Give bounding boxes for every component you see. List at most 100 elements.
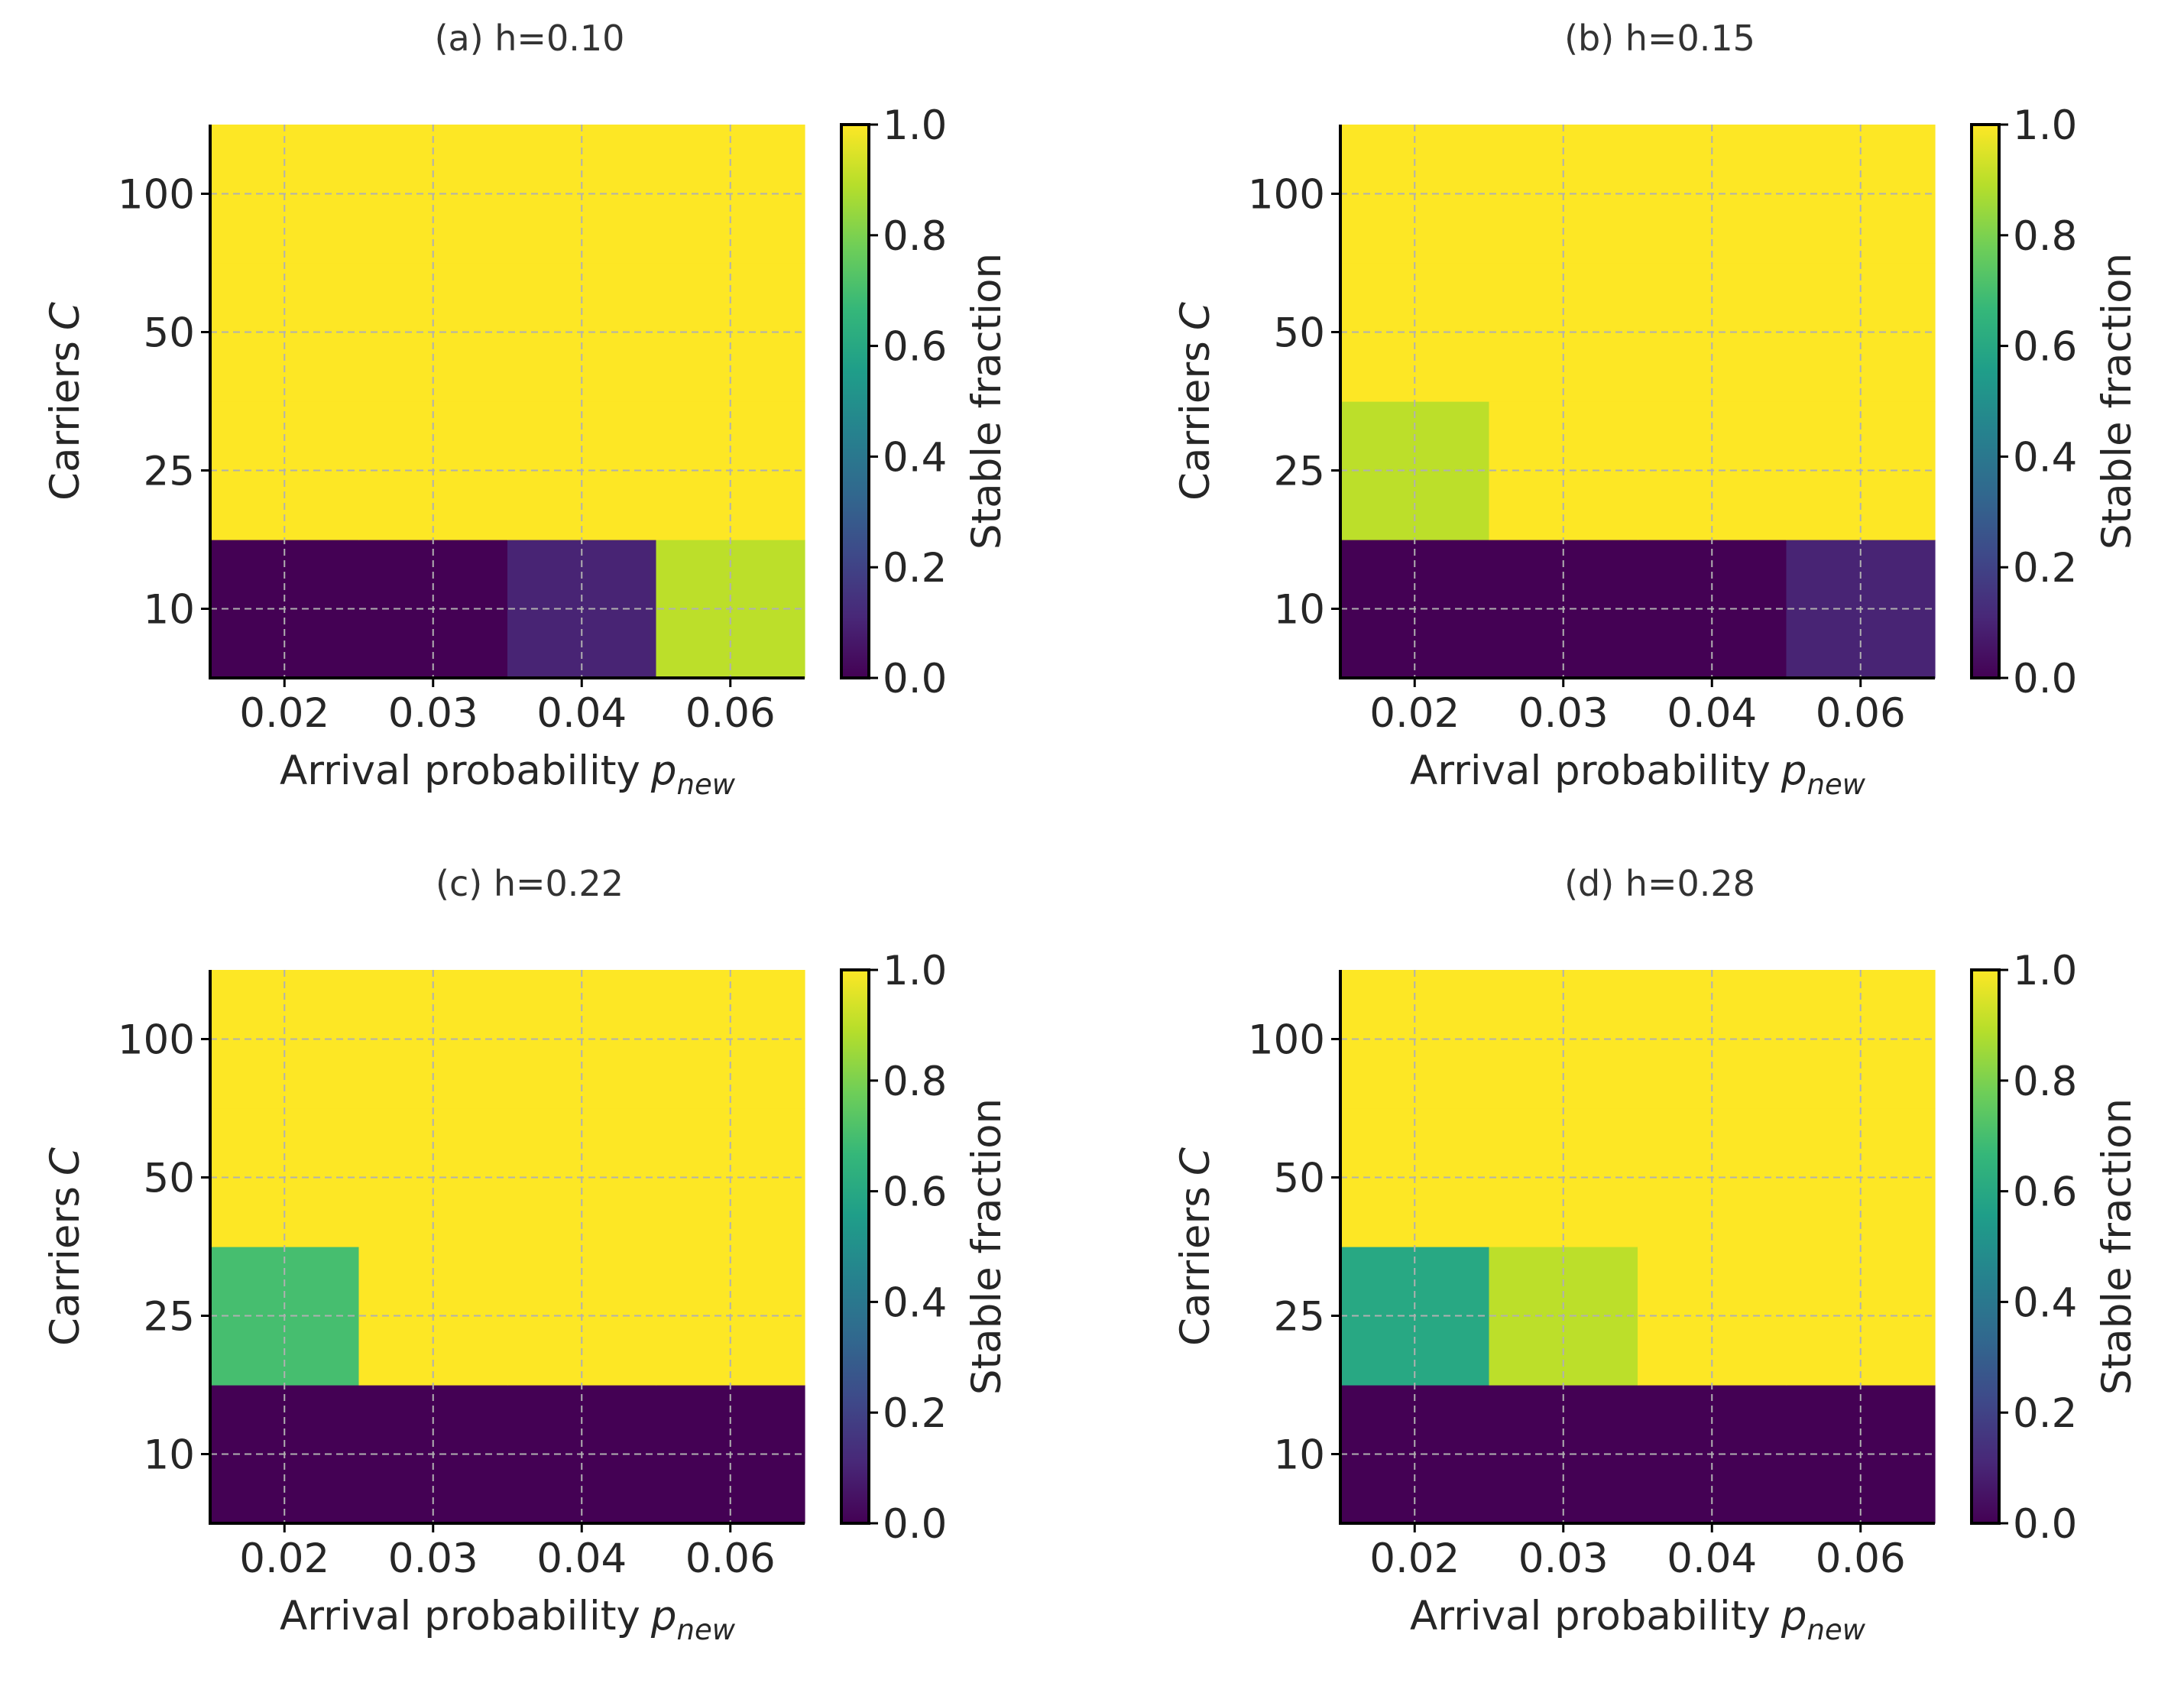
y-tick-label: 10 — [1274, 1432, 1325, 1479]
panel-4: (d) h=0.28 0.02 0.03 0.04 0.06 10 25 50 100 Arriv… — [1172, 863, 2140, 1646]
y-axis-label-text: Carriers — [42, 341, 89, 501]
x-tick-label: 0.03 — [1518, 690, 1609, 737]
x-tick-label: 0.02 — [1369, 690, 1460, 737]
x-tick-label: 0.06 — [685, 1535, 776, 1582]
colorbar-tick-label: 0.8 — [2013, 213, 2077, 260]
y-tick-label: 50 — [144, 1156, 195, 1202]
colorbar-label: Stable fraction — [2094, 253, 2140, 550]
colorbar — [840, 968, 870, 1525]
x-axis-label: Arrival probability pnew — [280, 1593, 736, 1646]
y-axis-label: Carriers C — [1172, 1147, 1219, 1346]
x-axis-label: Arrival probability pnew — [1410, 1593, 1866, 1646]
colorbar-label: Stable fraction — [2094, 1098, 2140, 1395]
colorbar-tick-label: 0.0 — [2013, 1501, 2077, 1548]
colorbar-tick-label: 0.2 — [2013, 1390, 2077, 1437]
colorbar-tick-label: 0.2 — [883, 545, 947, 592]
y-axis-label: Carriers C — [1172, 302, 1219, 501]
panel-title: (d) h=0.28 — [1564, 863, 1755, 904]
y-tick-label: 10 — [144, 1432, 195, 1479]
y-tick-label: 25 — [1274, 449, 1325, 495]
colorbar-label: Stable fraction — [964, 253, 1010, 550]
y-axis-label-text: Carriers — [42, 1186, 89, 1346]
colorbar-tick-label: 0.6 — [883, 1169, 947, 1216]
colorbar-tick-label: 0.0 — [883, 1501, 947, 1548]
x-axis-label-var: p — [1781, 1593, 1807, 1639]
panel-title: (b) h=0.15 — [1564, 18, 1755, 59]
panel-title: (c) h=0.22 — [436, 863, 624, 904]
y-tick-label: 50 — [1274, 310, 1325, 357]
x-axis-label-text: Arrival probability — [1410, 1593, 1771, 1639]
x-tick-label: 0.04 — [1667, 1535, 1757, 1582]
x-axis-label-text: Arrival probability — [280, 1593, 640, 1639]
x-axis-label-subscript: new — [677, 1613, 736, 1646]
panel-1: (a) h=0.10 0.02 0.03 0.04 0.06 10 25 50 100 Arriv… — [42, 18, 1010, 801]
x-tick-label: 0.04 — [536, 1535, 627, 1582]
x-tick-label: 0.04 — [1667, 690, 1757, 737]
x-axis-label-subscript: new — [1807, 768, 1866, 801]
x-tick-label: 0.03 — [1518, 1535, 1609, 1582]
x-axis-label-text: Arrival probability — [280, 747, 640, 794]
panel-2: (b) h=0.15 0.02 0.03 0.04 0.06 10 25 50 100 Arriv… — [1172, 18, 2140, 801]
y-tick-label: 25 — [144, 1294, 195, 1341]
colorbar-tick-label: 0.2 — [2013, 545, 2077, 592]
colorbar-tick-label: 0.8 — [883, 1059, 947, 1105]
colorbar-tick-label: 0.6 — [883, 324, 947, 371]
x-tick-label: 0.03 — [388, 690, 478, 737]
colorbar-tick-label: 0.2 — [883, 1390, 947, 1437]
x-tick-label: 0.02 — [1369, 1535, 1460, 1582]
y-tick-label: 25 — [1274, 1294, 1325, 1341]
y-axis-label-var: C — [42, 302, 89, 330]
colorbar-tick-label: 0.4 — [883, 434, 947, 481]
x-axis-label-var: p — [650, 1593, 677, 1639]
colorbar-tick-label: 0.0 — [883, 656, 947, 702]
colorbar-tick-label: 1.0 — [883, 948, 947, 994]
x-tick-label: 0.02 — [239, 690, 329, 737]
y-axis-label-text: Carriers — [1172, 341, 1219, 501]
y-axis-label-var: C — [1172, 302, 1219, 330]
panel-3: (c) h=0.22 0.02 0.03 0.04 0.06 10 25 50 100 Arriv… — [42, 863, 1010, 1646]
x-tick-label: 0.03 — [388, 1535, 478, 1582]
x-tick-label: 0.06 — [1816, 1535, 1906, 1582]
colorbar-tick-label: 1.0 — [2013, 948, 2077, 994]
x-tick-label: 0.06 — [1816, 690, 1906, 737]
x-axis-label-var: p — [1781, 747, 1807, 794]
x-tick-label: 0.06 — [685, 690, 776, 737]
colorbar-tick-label: 0.6 — [2013, 1169, 2077, 1216]
y-axis-label: Carriers C — [42, 1147, 89, 1346]
colorbar-tick-label: 0.8 — [883, 213, 947, 260]
colorbar-tick-label: 0.4 — [2013, 1279, 2077, 1326]
x-axis-label-text: Arrival probability — [1410, 747, 1771, 794]
y-tick-label: 25 — [144, 449, 195, 495]
y-tick-label: 100 — [1248, 1017, 1325, 1064]
colorbar-tick-label: 1.0 — [2013, 102, 2077, 149]
x-tick-label: 0.04 — [536, 690, 627, 737]
colorbar-label: Stable fraction — [964, 1098, 1010, 1395]
y-tick-label: 10 — [144, 587, 195, 634]
y-tick-label: 10 — [1274, 587, 1325, 634]
y-tick-label: 50 — [1274, 1156, 1325, 1202]
x-axis-label-var: p — [650, 747, 677, 794]
x-axis-label-subscript: new — [677, 768, 736, 801]
colorbar — [840, 123, 870, 679]
colorbar-tick-label: 0.4 — [883, 1279, 947, 1326]
y-axis-label-var: C — [42, 1147, 89, 1176]
y-tick-label: 100 — [1248, 172, 1325, 219]
colorbar-tick-label: 0.6 — [2013, 324, 2077, 371]
y-axis-label-text: Carriers — [1172, 1186, 1219, 1346]
y-tick-label: 100 — [118, 1017, 195, 1064]
y-tick-label: 100 — [118, 172, 195, 219]
panel-title: (a) h=0.10 — [435, 18, 625, 59]
x-axis-label-subscript: new — [1807, 1613, 1866, 1646]
x-axis-label: Arrival probability pnew — [1410, 747, 1866, 801]
x-axis-label: Arrival probability pnew — [280, 747, 736, 801]
colorbar-tick-label: 1.0 — [883, 102, 947, 149]
y-tick-label: 50 — [144, 310, 195, 357]
colorbar — [1970, 123, 2001, 679]
colorbar-tick-label: 0.4 — [2013, 434, 2077, 481]
y-axis-label-var: C — [1172, 1147, 1219, 1176]
x-tick-label: 0.02 — [239, 1535, 329, 1582]
colorbar — [1970, 968, 2001, 1525]
colorbar-tick-label: 0.0 — [2013, 656, 2077, 702]
colorbar-tick-label: 0.8 — [2013, 1059, 2077, 1105]
